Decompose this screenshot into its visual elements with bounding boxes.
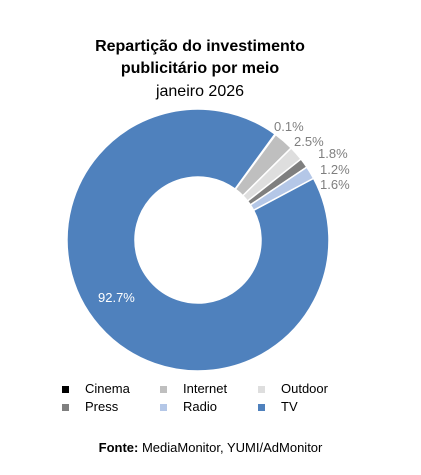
legend-swatch-internet bbox=[160, 385, 167, 393]
chart-subtitle: janeiro 2026 bbox=[155, 83, 245, 100]
slice-label-press: 1.2% bbox=[320, 162, 350, 177]
source-note: Fonte: MediaMonitor, YUMI/AdMonitor bbox=[0, 440, 421, 455]
source-text: MediaMonitor, YUMI/AdMonitor bbox=[138, 440, 323, 455]
legend-swatch-cinema bbox=[62, 385, 69, 393]
legend-swatch-press bbox=[62, 403, 69, 411]
slice-label-tv: 92.7% bbox=[98, 290, 135, 305]
slice-label-radio: 1.6% bbox=[320, 177, 350, 192]
legend-swatch-tv bbox=[258, 403, 265, 411]
legend-item-tv: TV bbox=[258, 399, 356, 415]
chart-title-block: Repartição do investimento publicitário … bbox=[0, 36, 400, 104]
legend-label-press: Press bbox=[85, 399, 119, 414]
legend-item-cinema: Cinema bbox=[62, 381, 160, 397]
legend-label-cinema: Cinema bbox=[85, 381, 130, 396]
donut-chart: 0.1%2.5%1.8%1.2%1.6% 92.7% bbox=[66, 108, 350, 372]
slice-label-cinema: 0.1% bbox=[274, 119, 304, 134]
legend-item-press: Press bbox=[62, 399, 160, 415]
legend-swatch-outdoor bbox=[258, 385, 265, 393]
legend-label-radio: Radio bbox=[183, 399, 217, 414]
legend-label-internet: Internet bbox=[183, 381, 228, 396]
chart-title-line-1: Repartição do investimento bbox=[95, 38, 305, 55]
legend-swatch-radio bbox=[160, 403, 167, 411]
legend-label-outdoor: Outdoor bbox=[281, 381, 328, 396]
legend-label-tv: TV bbox=[281, 399, 298, 414]
legend-item-radio: Radio bbox=[160, 399, 258, 415]
legend-item-outdoor: Outdoor bbox=[258, 381, 356, 397]
slice-label-outdoor: 1.8% bbox=[318, 146, 348, 161]
chart-title-line-2: publicitário por meio bbox=[120, 60, 280, 77]
chart-legend: Cinema Internet Outdoor Press Radio TV bbox=[62, 381, 362, 415]
slice-label-internet: 2.5% bbox=[294, 134, 324, 149]
source-label: Fonte: bbox=[98, 440, 139, 455]
slice-tv bbox=[66, 108, 330, 372]
legend-item-internet: Internet bbox=[160, 381, 258, 397]
